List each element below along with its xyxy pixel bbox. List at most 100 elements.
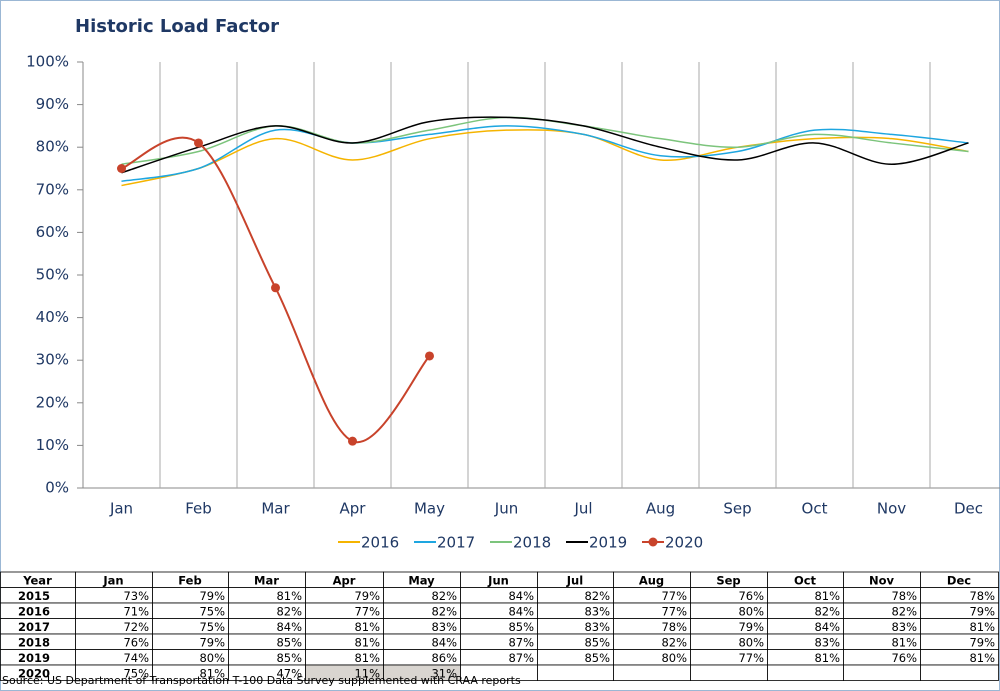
- table-text: 82%: [661, 635, 687, 649]
- table-text: 84%: [814, 620, 840, 634]
- table-text: 2020: [18, 666, 50, 680]
- table-header: Feb: [178, 573, 201, 587]
- table-text: 82%: [431, 589, 457, 603]
- table-text: 82%: [584, 589, 610, 603]
- table-text: 79%: [354, 589, 380, 603]
- table-text: 83%: [891, 620, 917, 634]
- data-point: [348, 436, 357, 446]
- table-text: 75%: [199, 620, 225, 634]
- table-text: 81%: [969, 620, 995, 634]
- table-header: Oct: [794, 573, 817, 587]
- table-text: 85%: [508, 620, 534, 634]
- table-text: 76%: [123, 635, 149, 649]
- table-cell: [767, 664, 844, 681]
- table-text: 82%: [431, 604, 457, 618]
- table-text: 82%: [276, 604, 302, 618]
- data-point: [425, 351, 434, 361]
- table-text: 47%: [276, 666, 302, 680]
- y-tick-label: 70%: [36, 180, 69, 198]
- table-text: 2019: [18, 651, 50, 665]
- table-text: 78%: [891, 589, 917, 603]
- table-header: Jan: [102, 573, 123, 587]
- table-text: 77%: [738, 651, 764, 665]
- x-tick-label: Dec: [954, 500, 983, 518]
- y-tick-label: 50%: [36, 266, 69, 284]
- x-tick-label: Jun: [494, 500, 518, 518]
- table-text: 85%: [276, 651, 302, 665]
- table-text: 74%: [123, 651, 149, 665]
- table-text: 81%: [969, 651, 995, 665]
- table-text: 83%: [431, 620, 457, 634]
- table-text: 82%: [891, 604, 917, 618]
- table-text: 81%: [354, 651, 380, 665]
- table-text: 72%: [123, 620, 149, 634]
- table-text: 75%: [123, 666, 149, 680]
- table-text: 2015: [18, 589, 50, 603]
- table-text: 77%: [661, 604, 687, 618]
- table-text: 71%: [123, 604, 149, 618]
- table-text: 79%: [199, 635, 225, 649]
- table-text: 84%: [276, 620, 302, 634]
- table-header: Jul: [566, 573, 583, 587]
- table-text: 2018: [18, 635, 50, 649]
- legend-label: 2018: [513, 534, 551, 552]
- series-line: [121, 125, 969, 183]
- table-text: 79%: [969, 604, 995, 618]
- table-header: Mar: [254, 573, 279, 587]
- x-tick-label: Feb: [185, 500, 212, 518]
- table-text: 75%: [199, 604, 225, 618]
- table-text: 81%: [891, 635, 917, 649]
- table-text: 79%: [199, 589, 225, 603]
- x-tick-label: Nov: [877, 500, 906, 518]
- series-line: [121, 129, 969, 187]
- series-line: [121, 116, 969, 174]
- source-note: Source: US Department of Transportation …: [2, 674, 521, 687]
- table-text: 81%: [354, 620, 380, 634]
- table-text: 87%: [508, 651, 534, 665]
- table-text: 84%: [508, 589, 534, 603]
- chart-title: Historic Load Factor: [75, 16, 279, 37]
- table-text: 11%: [354, 666, 380, 680]
- table-text: 81%: [354, 635, 380, 649]
- table-text: 83%: [584, 620, 610, 634]
- table-text: 78%: [969, 589, 995, 603]
- table-text: 77%: [354, 604, 380, 618]
- table-text: 81%: [814, 589, 840, 603]
- table-text: 83%: [814, 635, 840, 649]
- data-point: [194, 138, 203, 148]
- y-tick-label: 40%: [36, 308, 69, 326]
- y-tick-label: 80%: [36, 138, 69, 156]
- y-tick-label: 20%: [36, 393, 69, 411]
- table-text: 84%: [508, 604, 534, 618]
- y-tick-label: 90%: [36, 95, 69, 113]
- table-cell: [843, 664, 921, 681]
- table-text: 73%: [123, 589, 149, 603]
- table-header: Year: [22, 573, 52, 587]
- table-text: 79%: [969, 635, 995, 649]
- table-text: 81%: [199, 666, 225, 680]
- table-text: 84%: [431, 635, 457, 649]
- legend-label: 2019: [589, 534, 627, 552]
- table-header: Jun: [487, 573, 509, 587]
- x-tick-label: May: [414, 500, 445, 518]
- table-text: 80%: [738, 635, 764, 649]
- table-text: 85%: [584, 635, 610, 649]
- table-text: 78%: [661, 620, 687, 634]
- y-tick-label: 60%: [36, 223, 69, 241]
- y-tick-label: 30%: [36, 351, 69, 369]
- table-text: 81%: [814, 651, 840, 665]
- table-text: 80%: [661, 651, 687, 665]
- x-tick-label: Aug: [646, 500, 675, 518]
- table-text: 87%: [508, 635, 534, 649]
- table-text: 76%: [738, 589, 764, 603]
- table-header: Dec: [947, 573, 971, 587]
- table-text: 82%: [814, 604, 840, 618]
- y-tick-label: 0%: [45, 479, 69, 497]
- table-text: 2016: [18, 604, 50, 618]
- table-text: 85%: [276, 635, 302, 649]
- table-text: 83%: [584, 604, 610, 618]
- data-point: [117, 164, 126, 173]
- x-tick-label: Jan: [109, 500, 133, 518]
- table-text: 76%: [891, 651, 917, 665]
